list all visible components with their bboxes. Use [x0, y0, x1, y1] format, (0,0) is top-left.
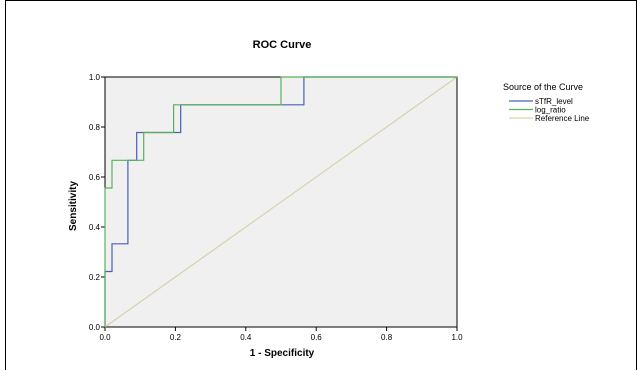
legend-label: Reference Line: [535, 114, 590, 123]
frame-right-border: [636, 0, 637, 370]
x-tick-label: 0.0: [99, 333, 111, 342]
frame-top-border: [5, 0, 637, 1]
legend-title: Source of the Curve: [503, 82, 583, 92]
x-tick-label: 0.8: [381, 333, 393, 342]
chart-title: ROC Curve: [253, 39, 312, 51]
series-line-reference-line: [104, 76, 458, 328]
y-tick-label: 0.8: [89, 123, 101, 132]
y-tick-label: 0.2: [89, 273, 101, 282]
x-tick-label: 0.6: [311, 333, 323, 342]
y-tick-label: 0.6: [89, 173, 101, 182]
legend-label: log_ratio: [535, 106, 566, 115]
x-tick-label: 0.2: [170, 333, 182, 342]
y-tick-label: 0.0: [89, 323, 101, 332]
series-layer: [104, 76, 458, 328]
x-tick-label: 1.0: [451, 333, 463, 342]
x-axis-title: 1 - Specificity: [250, 348, 315, 359]
series-line-log-ratio: [104, 76, 457, 327]
x-tick-label: 0.4: [240, 333, 252, 342]
frame-left-border: [5, 0, 6, 370]
y-axis-title: Sensitivity: [68, 181, 79, 231]
legend-label: sTfR_level: [535, 97, 573, 106]
y-tick-label: 1.0: [89, 73, 101, 82]
legend: Source of the Curve sTfR_levellog_ratioR…: [503, 82, 590, 123]
y-tick-label: 0.4: [89, 223, 101, 232]
axis-ticks: 0.0 0.2 0.4 0.6 0.8 1.0 0.0 0.2 0.4 0.6 0.8 1.0: [89, 73, 463, 342]
